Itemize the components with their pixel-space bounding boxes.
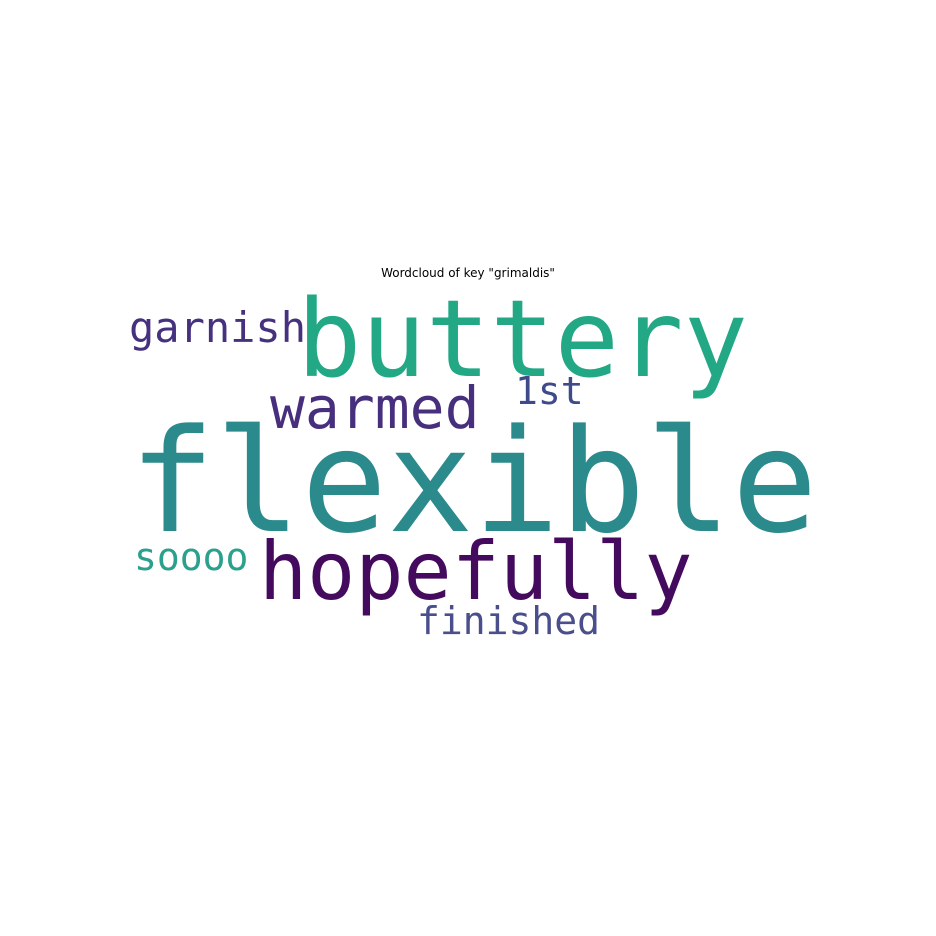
- word-1st: 1st: [515, 369, 584, 413]
- word-hopefully: hopefully: [259, 525, 693, 618]
- word-buttery: buttery: [297, 278, 748, 402]
- figure-title: Wordcloud of key "grimaldis": [381, 266, 555, 280]
- word-flexible: flexible: [129, 398, 818, 565]
- word-warmed: warmed: [270, 374, 480, 442]
- word-finished: finished: [417, 599, 601, 643]
- word-garnish: garnish: [129, 303, 307, 352]
- word-soooo: soooo: [134, 535, 249, 579]
